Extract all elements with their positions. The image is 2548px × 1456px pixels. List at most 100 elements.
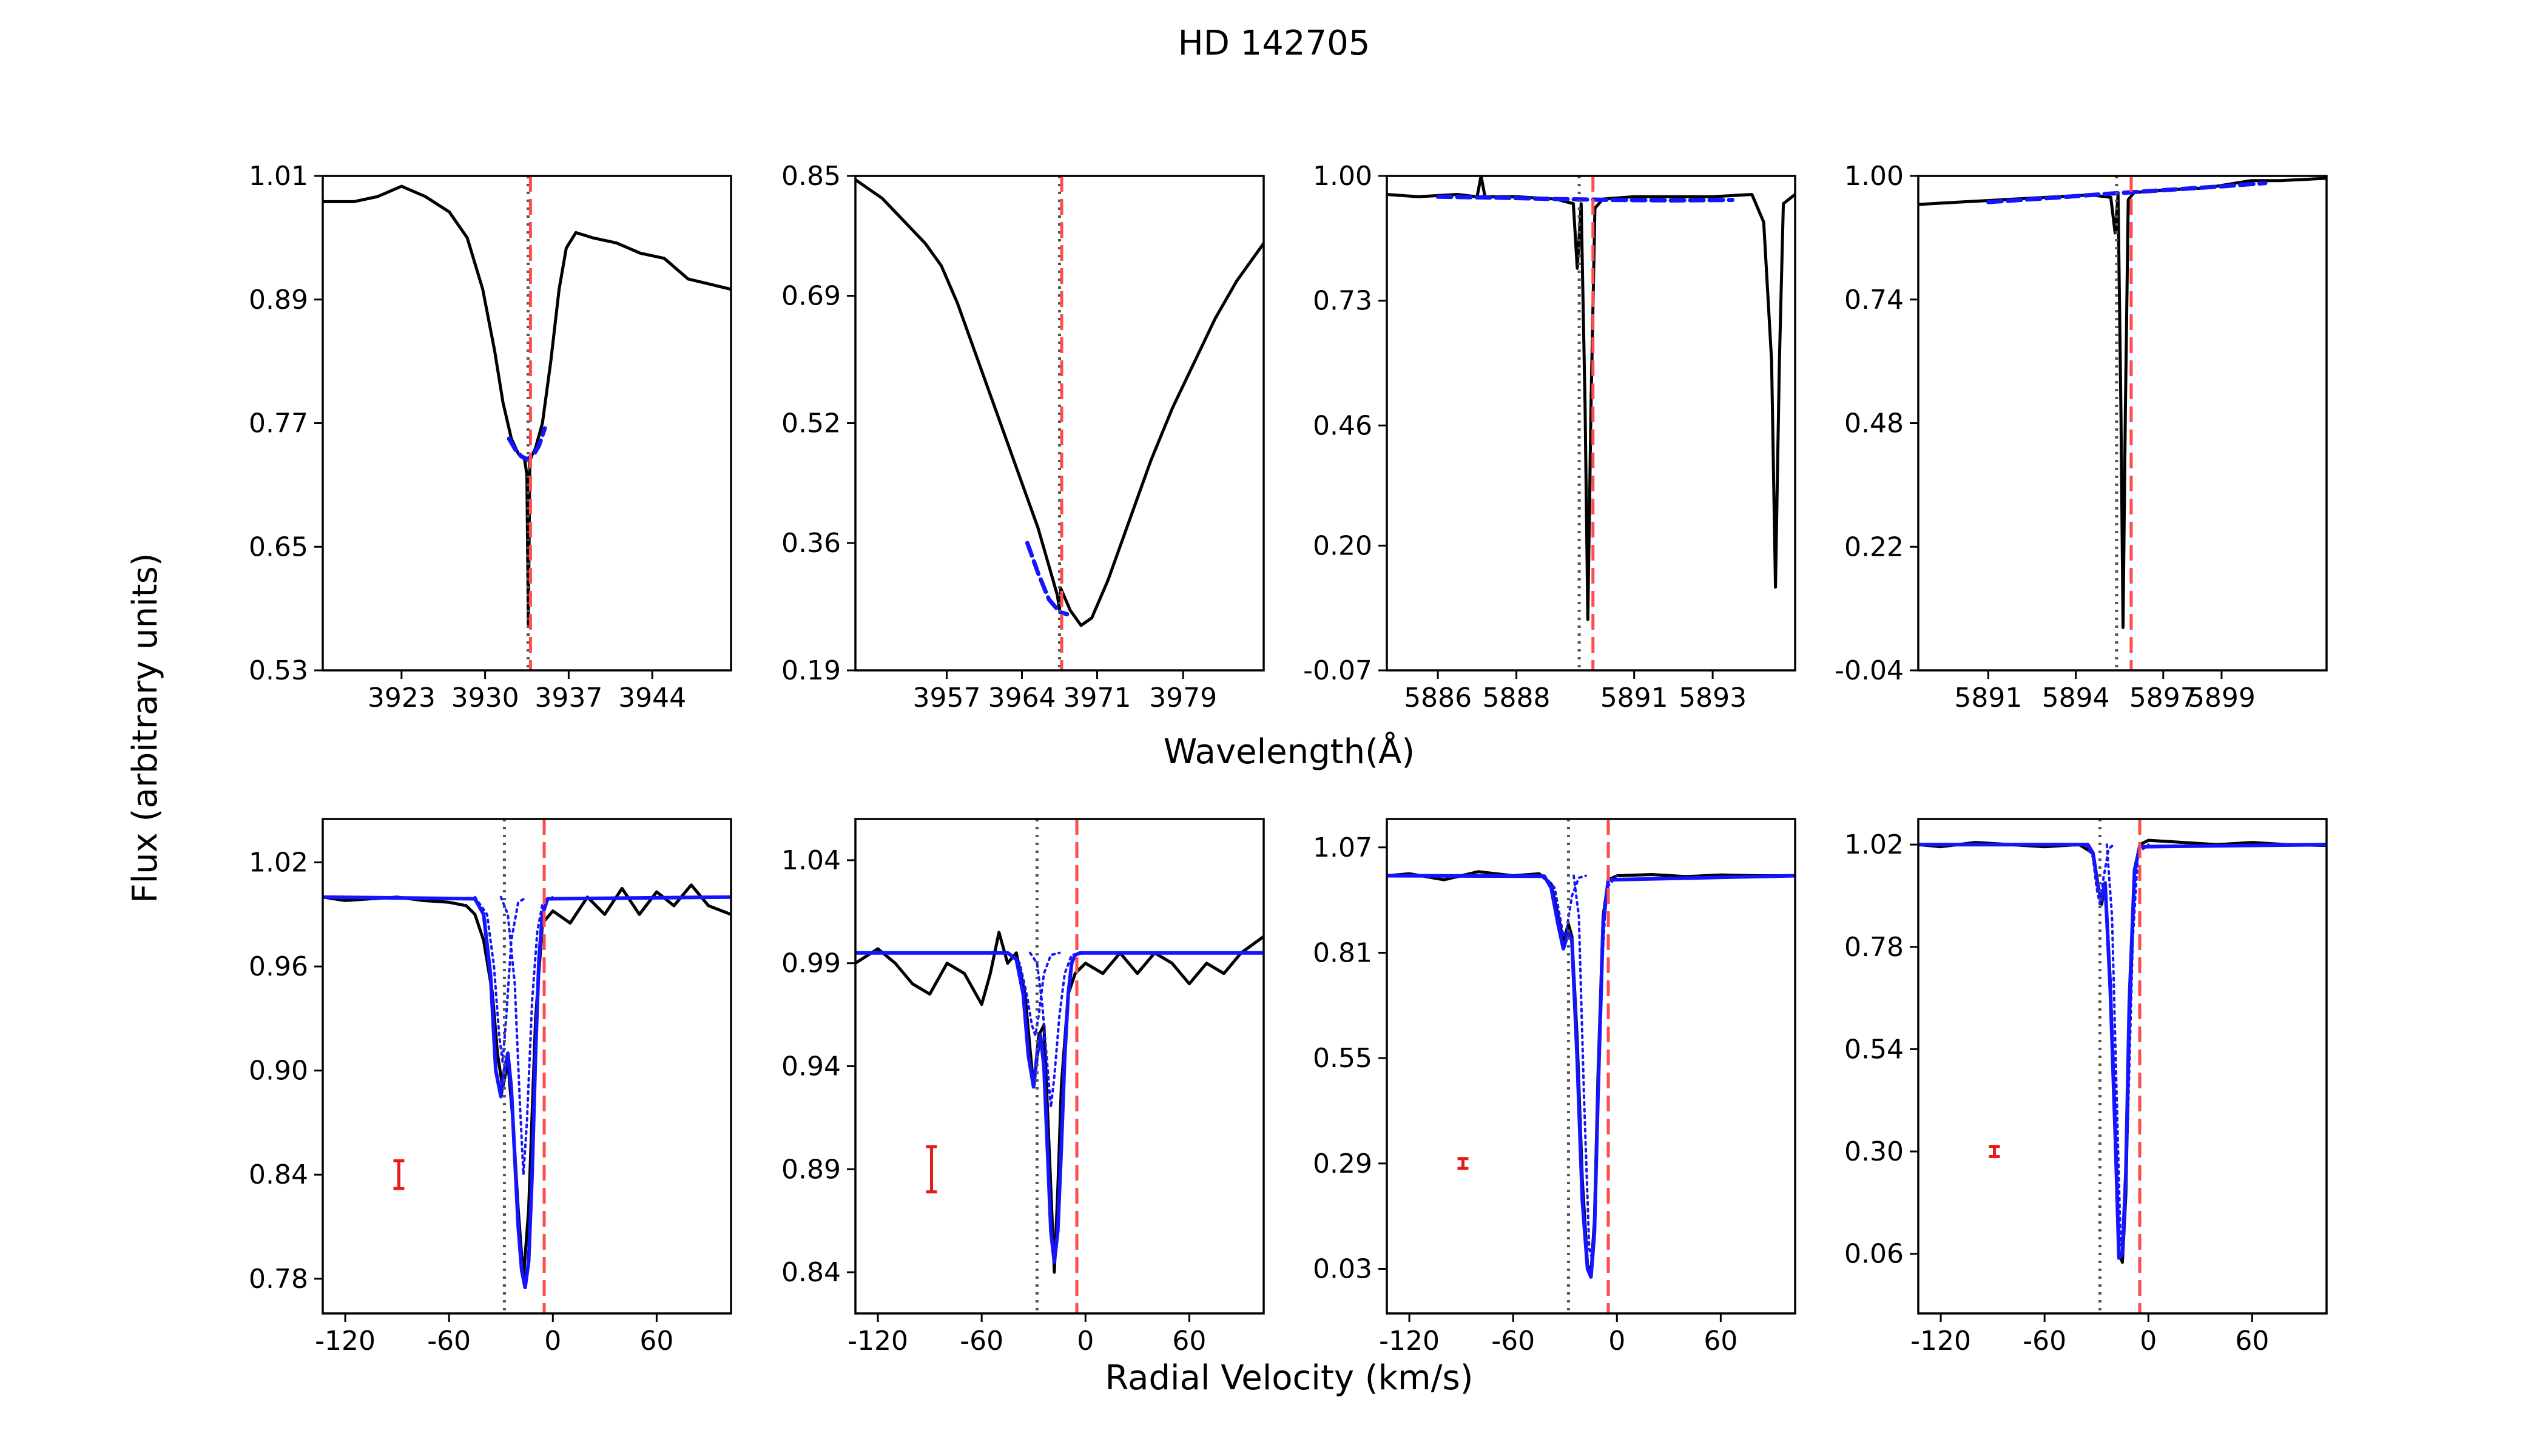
plot-area [1387, 176, 1795, 670]
y-tick-label: 0.52 [781, 408, 841, 439]
y-tick-label: 1.07 [1313, 832, 1372, 863]
top-x-axis-label: Wavelength(Å) [1164, 732, 1415, 772]
series-fit [1918, 843, 2327, 1260]
y-tick-label: 0.54 [1844, 1034, 1904, 1065]
y-tick-label: -0.04 [1835, 655, 1904, 686]
panel-frame [322, 818, 732, 1315]
series-component-2 [499, 895, 554, 1176]
y-tick-label: 0.81 [1313, 937, 1372, 968]
y-tick-label: 0.36 [781, 528, 841, 559]
panel-frame [1386, 175, 1796, 672]
series-observed-spectrum [1387, 870, 1795, 1275]
plot-area [855, 176, 1264, 670]
y-tick-label: 0.55 [1313, 1043, 1372, 1074]
y-tick-label: 0.89 [781, 1154, 841, 1185]
plot-area [1387, 819, 1795, 1313]
y-tick-label: 1.00 [1844, 161, 1904, 192]
x-tick-label: 3957 [913, 682, 981, 713]
y-tick-label: 0.85 [781, 161, 841, 192]
series-component-1 [1543, 874, 1587, 938]
series-component-2 [1029, 951, 1087, 1109]
x-tick-label: 5891 [1600, 682, 1668, 713]
panel-frame [854, 818, 1265, 1315]
x-tick-label: 0 [1608, 1326, 1625, 1357]
series-fit [1025, 541, 1070, 616]
plot-area [323, 819, 731, 1313]
series-component-2 [1572, 874, 1619, 1262]
x-tick-label: 5888 [1483, 682, 1551, 713]
x-tick-label: -60 [1491, 1326, 1535, 1357]
y-tick-label: 0.20 [1313, 530, 1372, 561]
y-tick-label: 0.65 [249, 531, 308, 562]
y-tick-label: 1.00 [1313, 161, 1372, 192]
error-bar [1989, 1145, 2000, 1158]
panel-bottom-4: -120 -60 0 60 0.06 0.30 0.54 0.78 1.02 [1844, 818, 2328, 1357]
x-tick-label: -60 [960, 1326, 1003, 1357]
series-observed-spectrum [323, 184, 731, 626]
series-fit [1387, 874, 1795, 1279]
plot-area [855, 819, 1264, 1313]
y-tick-label: 0.74 [1844, 285, 1904, 315]
error-bar [393, 1159, 405, 1190]
x-tick-label: 5899 [2188, 682, 2256, 713]
y-tick-label: 0.99 [781, 948, 841, 979]
y-tick-label: 0.78 [1844, 932, 1904, 963]
series-component-2 [2105, 843, 2150, 1247]
y-axis-label: Flux (arbitrary units) [126, 553, 165, 903]
y-tick-label: 0.46 [1313, 410, 1372, 441]
x-tick-label: 5893 [1679, 682, 1747, 713]
y-tick-label: 0.77 [249, 408, 308, 439]
series-component-1 [1006, 951, 1061, 1037]
plot-area [1918, 176, 2327, 670]
x-tick-label: 5894 [2042, 682, 2110, 713]
series-fit [507, 426, 547, 462]
y-tick-label: 1.01 [249, 161, 308, 192]
x-tick-label: -60 [427, 1326, 471, 1357]
y-tick-label: 0.48 [1844, 408, 1904, 439]
panel-bottom-2: -120 -60 0 60 0.84 0.89 0.94 0.99 1.04 [781, 818, 1265, 1357]
y-tick-label: 0.73 [1313, 286, 1372, 317]
x-tick-label: 60 [1704, 1326, 1737, 1357]
series-fit [1435, 194, 1734, 203]
x-tick-label: -120 [848, 1326, 908, 1357]
y-tick-label: 0.78 [249, 1264, 308, 1295]
y-tick-label: 0.96 [249, 951, 308, 982]
y-tick-label: 0.19 [781, 655, 841, 686]
bottom-x-axis-label: Radial Velocity (km/s) [1105, 1358, 1474, 1398]
x-tick-label: 60 [639, 1326, 673, 1357]
y-tick-label: 1.02 [249, 847, 308, 878]
x-tick-label: -120 [1379, 1326, 1440, 1357]
x-tick-label: 5886 [1404, 682, 1472, 713]
series-observed-spectrum [1918, 177, 2327, 629]
x-tick-label: 60 [2235, 1326, 2269, 1357]
series-observed-spectrum [1387, 176, 1795, 621]
series-component-1 [473, 895, 528, 1063]
plot-area [1918, 819, 2327, 1313]
series-fit [1986, 181, 2268, 204]
series-fit [855, 951, 1264, 1264]
x-tick-label: -120 [1910, 1326, 1971, 1357]
x-tick-label: 3937 [534, 682, 602, 713]
x-tick-label: 0 [1077, 1326, 1094, 1357]
y-tick-label: 0.22 [1844, 531, 1904, 562]
panel-top-3: 5886 5888 5891 5893 -0.07 0.20 0.46 0.73 1.00 [1303, 161, 1796, 713]
x-tick-label: -120 [315, 1326, 376, 1357]
panel-frame [1917, 818, 2328, 1315]
y-tick-label: 0.89 [249, 285, 308, 315]
x-tick-label: 3923 [368, 682, 436, 713]
panel-bottom-1: -120 -60 0 60 0.78 0.84 0.90 0.96 1.02 [249, 818, 732, 1357]
x-tick-label: 3930 [451, 682, 519, 713]
x-tick-label: 0 [2140, 1326, 2157, 1357]
y-tick-label: 0.90 [249, 1056, 308, 1087]
y-tick-label: 0.30 [1844, 1136, 1904, 1167]
x-tick-label: 3979 [1149, 682, 1217, 713]
figure-title: HD 142705 [1178, 24, 1370, 63]
x-tick-label: 3944 [618, 682, 686, 713]
y-tick-label: 1.02 [1844, 829, 1904, 860]
series-observed-spectrum [323, 883, 731, 1281]
y-tick-label: 0.06 [1844, 1239, 1904, 1270]
series-observed-spectrum [1918, 838, 2327, 1264]
y-tick-label: 0.03 [1313, 1254, 1372, 1285]
y-tick-label: 1.04 [781, 845, 841, 876]
